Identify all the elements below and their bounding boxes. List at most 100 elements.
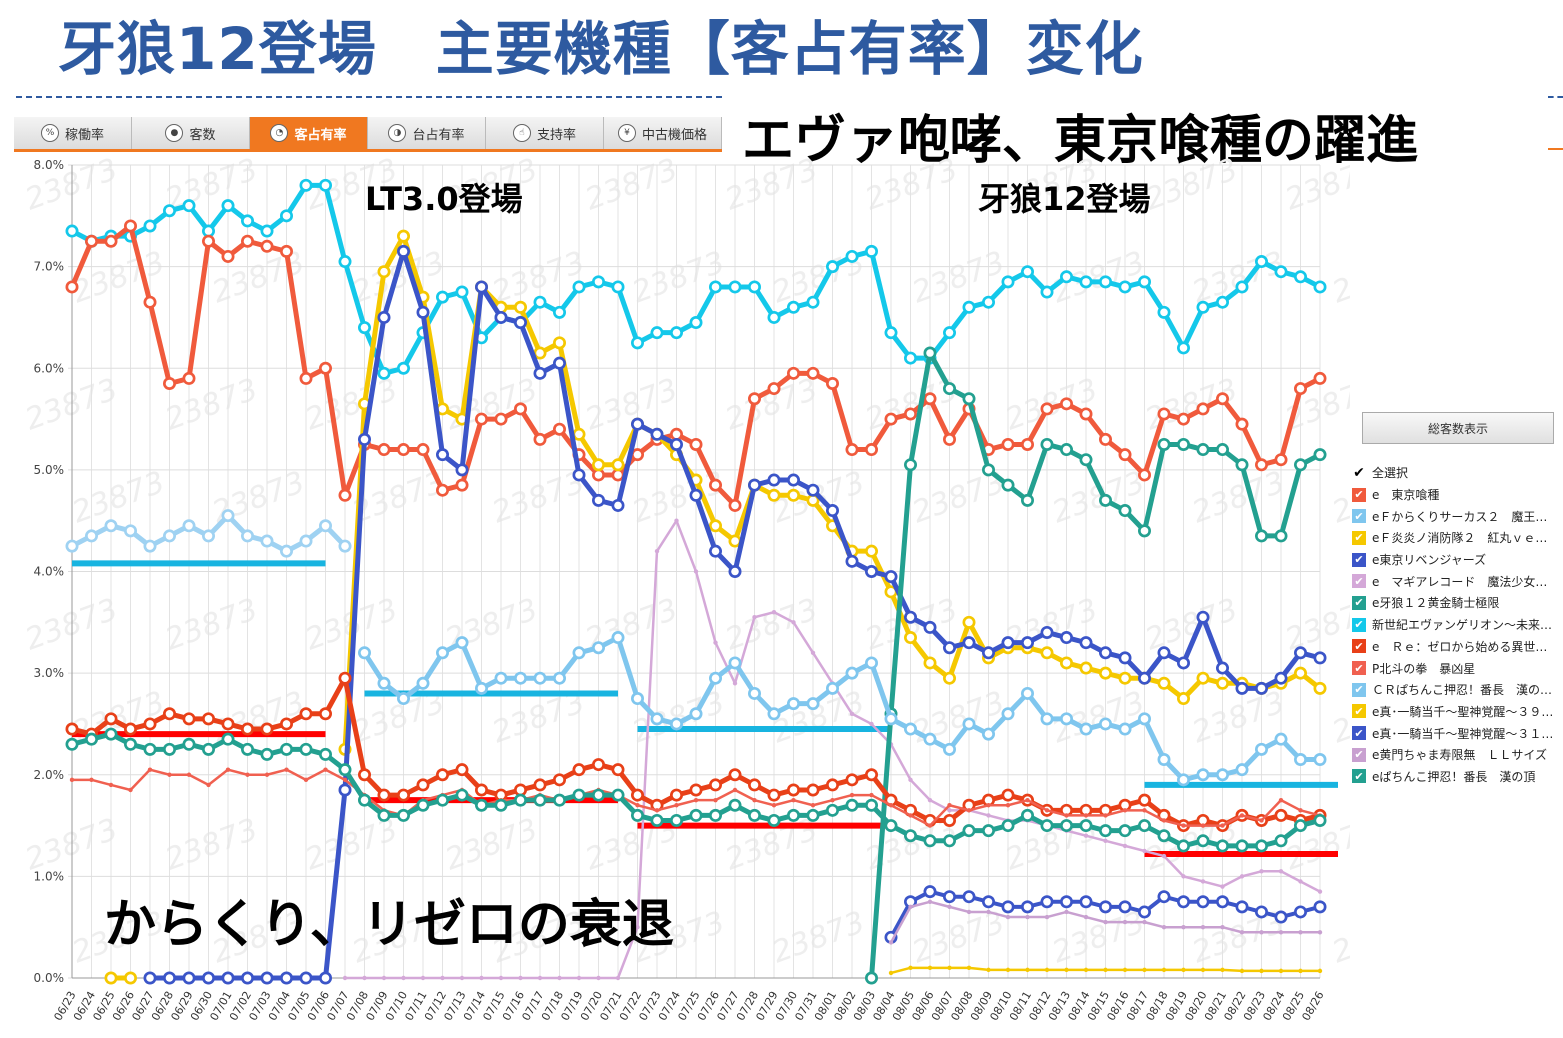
data-point-center [419,679,427,688]
data-point [1122,967,1128,973]
data-point-center [731,283,739,291]
data-point-center [1082,806,1090,815]
tab-customer-count[interactable]: ● 客数 [132,117,250,149]
data-point [459,975,465,981]
watermark-text: 23873 [908,905,1010,971]
data-point-center [711,547,720,555]
legend-item[interactable]: ✔ e マギアレコード 魔法少女まどか☆マギカ外伝 [1352,570,1558,592]
data-point-center [224,511,232,520]
data-point-center [1199,897,1207,906]
tab-support-rate[interactable]: ☝ 支持率 [486,117,604,149]
data-point [1298,930,1303,935]
data-point-center [302,181,310,190]
select-all-label: 全選択 [1372,466,1409,481]
data-point-center [380,369,388,378]
data-point-center [692,786,700,794]
data-point-center [711,811,720,820]
data-point-center [224,735,232,743]
legend-item[interactable]: ✔ e黄門ちゃま寿限無 ＬＬサイズ [1352,744,1558,766]
data-point-center [321,521,330,530]
page-title: 牙狼12登場 主要機種【客占有率】変化 [58,15,1144,83]
data-point-center [399,811,408,820]
tab-machine-share[interactable]: ◑ 台占有率 [368,117,486,149]
data-point-center [1082,455,1090,464]
data-point-center [1277,455,1285,464]
data-point-center [68,542,76,550]
data-point [986,967,991,973]
legend-item[interactable]: ✔ e Ｒｅ：ゼロから始める異世界生活 鬼がかりver. [1352,636,1558,658]
total-customers-button[interactable]: 総客数表示 [1362,412,1554,444]
data-point-center [497,313,505,322]
legend-item[interactable]: ✔ e東京リベンジャーズ [1352,549,1558,571]
data-point-center [984,796,993,804]
legend-item[interactable]: ✔ eＦ炎炎ノ消防隊２ 紅丸ｖｅｒ． [1352,527,1558,549]
data-point [1083,967,1089,973]
data-point [986,803,991,808]
data-point-center [789,369,798,378]
data-point [654,808,660,813]
data-point [966,909,972,915]
legend-label: e黄門ちゃま寿限無 ＬＬサイズ [1372,748,1548,763]
data-point [888,970,894,976]
data-point-center [711,521,720,530]
data-point-center [1218,394,1227,403]
legend-item[interactable]: ✔ eＦからくりサーカス２ 魔王ｖｅｒ． [1352,505,1558,527]
legend-item[interactable]: ✔ P北斗の拳 暴凶星 [1352,657,1558,679]
data-point [537,975,543,981]
data-point-center [497,415,505,423]
watermark-text: 23873 [1328,905,1350,971]
tab-operation-rate[interactable]: % 稼働率 [14,117,132,149]
data-point-center [263,537,271,545]
data-point [1083,813,1089,818]
data-point [947,965,952,971]
data-point-center [438,649,447,657]
data-point-center [633,420,642,428]
tab-used-price[interactable]: ¥ 中古機価格 [604,117,722,149]
legend-item[interactable]: ✔ e 東京喰種 [1352,484,1558,506]
data-point-center [224,252,232,261]
data-point-center [1199,613,1207,622]
data-point-center [380,267,388,276]
data-point-center [653,328,661,337]
data-point [1220,884,1225,889]
data-point-center [809,786,817,794]
data-point [1181,874,1186,879]
data-point-center [614,633,622,642]
data-point-center [536,369,544,378]
data-point [401,975,406,981]
data-point-center [672,791,681,799]
data-point [635,924,640,930]
legend-item[interactable]: ✔ e牙狼１２黄金騎士極限 [1352,592,1558,614]
legend-item[interactable]: ✔ e真･一騎当千～聖神覚醒～３９９ver. [1352,701,1558,723]
data-point-center [204,745,213,754]
data-point [186,772,192,777]
legend-item[interactable]: ✔ ＣＲぱちんこ押忍！番長 漢の極み [1352,679,1558,701]
legend-item[interactable]: ✔ eぱちんこ押忍！番長 漢の頂 [1352,766,1558,788]
data-point-center [1062,806,1071,815]
watermark-text: 23873 [628,685,730,751]
data-point [1161,818,1167,823]
data-point-center [945,816,954,825]
data-point-center [1160,755,1168,764]
data-point [654,548,660,554]
watermark-text: 23873 [1328,465,1350,531]
legend-item[interactable]: ✔ e真･一騎当千～聖神覚醒～３１９ver. [1352,722,1558,744]
data-point-center [965,801,973,810]
legend-label: e真･一騎当千～聖神覚醒～３１９ver. [1372,726,1558,741]
data-point [362,975,367,981]
data-point [1122,808,1128,813]
tab-customer-share[interactable]: ◔ 客占有率 [250,117,368,149]
data-point [1103,919,1108,925]
data-point-center [438,796,447,804]
data-point-center [1296,460,1305,469]
data-point-center [1257,842,1266,850]
select-all-checkbox[interactable]: ✔ 全選択 [1352,462,1558,484]
data-point-center [497,674,505,683]
data-point-center [224,720,232,728]
data-point-center [614,501,622,510]
data-point-center [1179,694,1188,703]
watermark-text: 23873 [441,372,543,438]
legend-item[interactable]: ✔ 新世紀エヴァンゲリオン～未来への咆哮～ [1352,614,1558,636]
data-point [1298,808,1303,813]
data-point [1181,924,1186,930]
